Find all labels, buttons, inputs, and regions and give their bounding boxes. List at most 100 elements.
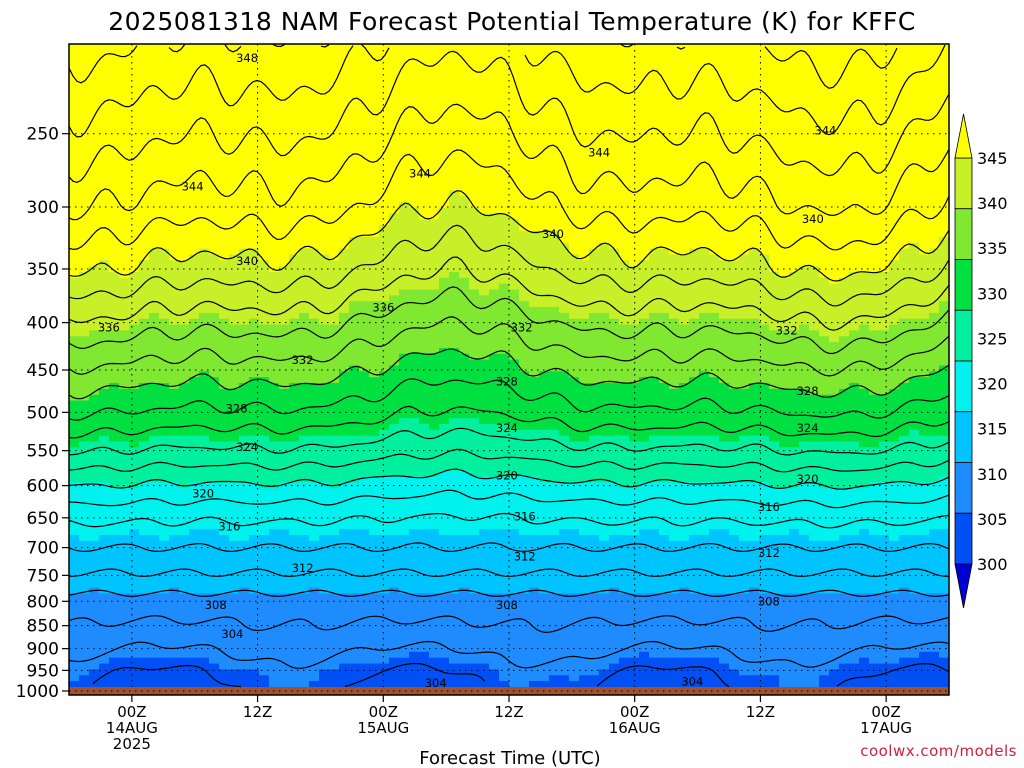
field-cell (249, 172, 260, 180)
field-cell (299, 453, 310, 460)
field-cell (379, 459, 390, 466)
field-cell (239, 301, 250, 308)
field-cell (89, 160, 100, 168)
field-cell (479, 84, 490, 92)
field-cell (359, 178, 370, 185)
field-cell (269, 505, 280, 513)
field-cell (89, 610, 100, 618)
field-cell (409, 587, 420, 595)
field-cell (179, 289, 190, 296)
field-cell (219, 178, 230, 185)
field-cell (149, 102, 160, 109)
field-cell (409, 628, 420, 635)
field-cell (479, 301, 490, 308)
field-cell (469, 277, 480, 285)
field-cell (309, 336, 320, 343)
field-cell (389, 412, 400, 419)
field-cell (379, 236, 390, 244)
field-cell (249, 254, 260, 261)
field-cell (339, 365, 350, 372)
field-cell (189, 155, 200, 162)
field-cell (199, 160, 210, 168)
field-cell (109, 201, 120, 209)
field-cell (349, 324, 360, 332)
field-cell (499, 312, 510, 320)
field-cell (139, 383, 150, 390)
field-cell (209, 663, 220, 671)
field-cell (269, 242, 280, 250)
field-cell (289, 137, 300, 144)
field-cell (469, 628, 480, 635)
field-cell (229, 114, 240, 121)
field-cell (319, 441, 330, 448)
field-cell (299, 575, 310, 583)
field-cell (259, 511, 270, 519)
field-cell (509, 55, 520, 63)
field-cell (259, 225, 270, 232)
field-cell (499, 359, 510, 367)
field-cell (449, 55, 460, 63)
field-cell (479, 61, 490, 68)
field-cell (429, 231, 440, 238)
field-cell (449, 190, 460, 197)
field-cell (349, 534, 360, 542)
field-cell (309, 505, 320, 513)
field-cell (279, 342, 290, 349)
field-cell (289, 149, 300, 156)
field-cell (379, 79, 390, 86)
field-cell (219, 342, 230, 349)
field-cell (299, 201, 310, 209)
field-cell (519, 312, 530, 320)
field-cell (339, 44, 350, 51)
field-cell (509, 84, 520, 92)
field-cell (169, 429, 180, 437)
field-cell (149, 435, 160, 443)
field-cell (499, 681, 510, 688)
field-cell (249, 464, 260, 472)
field-cell (499, 125, 510, 133)
field-cell (209, 49, 220, 57)
field-cell (279, 651, 290, 659)
field-cell (209, 488, 220, 495)
field-cell (339, 125, 350, 133)
field-cell (449, 593, 460, 600)
field-cell (159, 610, 170, 618)
field-cell (259, 108, 270, 115)
field-cell (289, 435, 300, 443)
field-cell (429, 581, 440, 589)
field-cell (339, 347, 350, 355)
field-cell (189, 90, 200, 98)
field-cell (219, 266, 230, 273)
field-cell (79, 529, 90, 536)
field-cell (329, 307, 340, 314)
field-cell (499, 119, 510, 127)
field-cell (119, 681, 130, 688)
field-cell (329, 435, 340, 443)
field-cell (359, 330, 370, 337)
field-cell (349, 61, 360, 68)
field-cell (469, 84, 480, 92)
field-cell (289, 605, 300, 612)
field-cell (389, 675, 400, 682)
field-cell (159, 646, 170, 653)
field-cell (79, 242, 90, 250)
field-cell (139, 295, 150, 302)
field-cell (469, 318, 480, 326)
field-cell (79, 646, 90, 653)
field-cell (509, 283, 520, 291)
field-cell (329, 470, 340, 478)
field-cell (429, 114, 440, 121)
field-cell (279, 61, 290, 68)
field-cell (119, 651, 130, 659)
field-cell (359, 143, 370, 150)
field-cell (509, 96, 520, 104)
field-cell (299, 383, 310, 390)
field-cell (359, 73, 370, 80)
field-cell (179, 459, 190, 466)
field-cell (489, 178, 500, 185)
field-cell (399, 254, 410, 261)
field-cell (199, 236, 210, 244)
field-cell (469, 61, 480, 68)
field-cell (119, 131, 130, 139)
field-cell (209, 669, 220, 676)
